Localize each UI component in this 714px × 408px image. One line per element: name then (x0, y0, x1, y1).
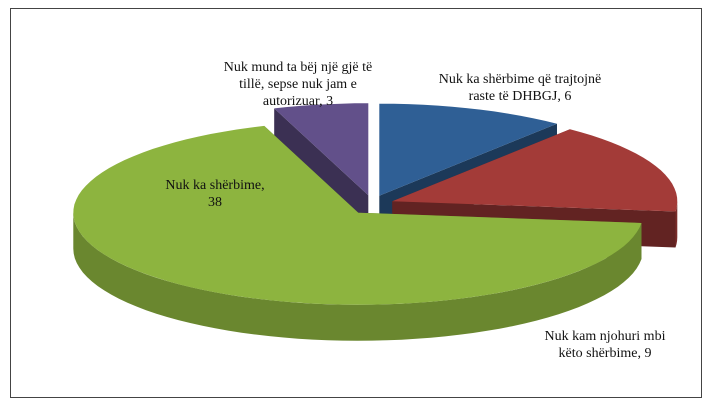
label-value: 9 (644, 346, 652, 361)
label-name: Nuk ka shërbime (165, 178, 262, 193)
slice-side (73, 212, 642, 341)
slice (73, 125, 642, 341)
slice-top (392, 129, 678, 212)
label-value: 6 (564, 89, 572, 104)
slice-side (675, 201, 678, 248)
data-label: Nuk kam njohuri mbi këto shërbime, 9 (544, 329, 666, 361)
label-value: 3 (326, 93, 334, 109)
data-label: Nuk mund ta bëj një gjë të tillë, sepse … (223, 59, 373, 109)
label-name: Nuk kam njohuri mbi këto shërbime (544, 329, 666, 361)
chart-frame (10, 8, 702, 398)
data-label: Nuk ka shërbime, 38 (165, 178, 265, 210)
label-name: Nuk ka shërbime që trajtojnë raste të DH… (438, 72, 602, 104)
slice-top (379, 103, 557, 196)
slice-top (73, 125, 642, 305)
label-name: Nuk mund ta bëj një gjë të tillë, sepse … (223, 59, 373, 109)
data-label: Nuk ka shërbime që trajtojnë raste të DH… (438, 72, 602, 104)
slice-top (274, 103, 369, 196)
label-value: 38 (208, 195, 222, 210)
